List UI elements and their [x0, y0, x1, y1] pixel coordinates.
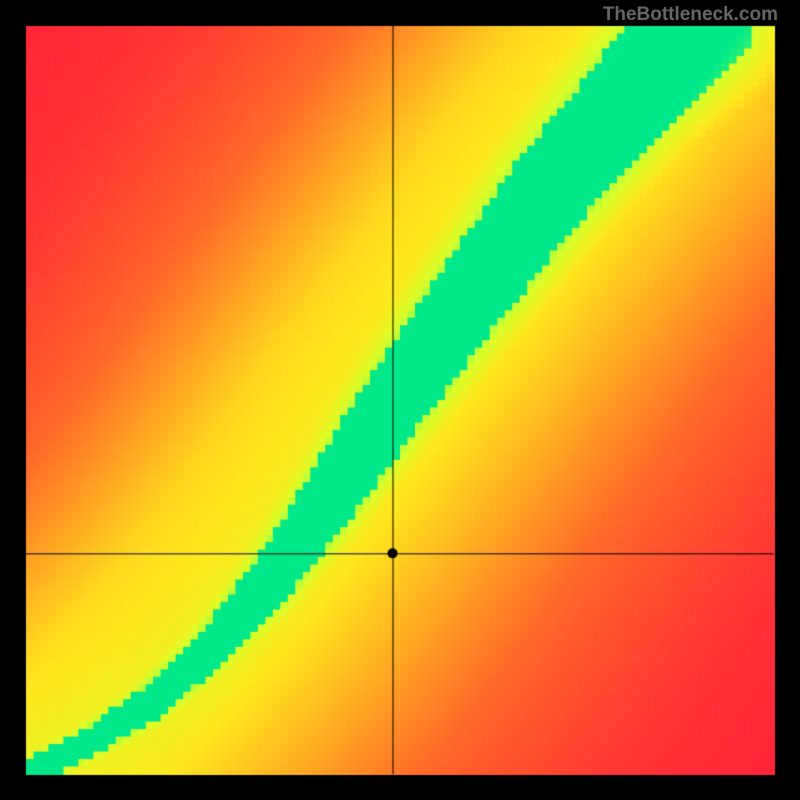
- watermark-text: TheBottleneck.com: [603, 4, 778, 26]
- bottleneck-heatmap: [0, 0, 800, 800]
